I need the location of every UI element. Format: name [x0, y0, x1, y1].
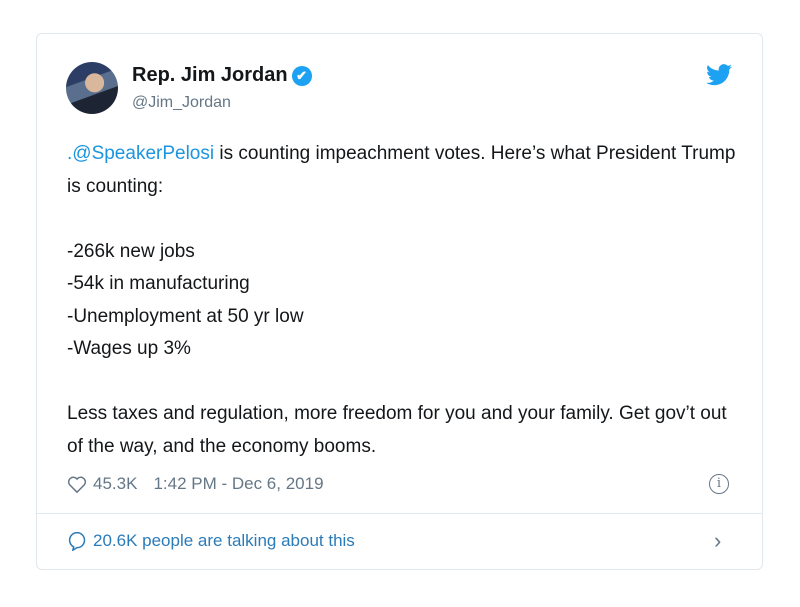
info-icon[interactable]: i — [709, 474, 729, 494]
verified-badge-icon: ✔ — [291, 66, 312, 86]
speech-bubble-icon — [68, 531, 86, 551]
tweet-text: .@SpeakerPelosi is counting impeachment … — [67, 143, 736, 457]
divider — [37, 513, 762, 514]
heart-icon[interactable] — [67, 475, 87, 493]
twitter-bird-icon[interactable] — [706, 64, 732, 86]
timestamp[interactable]: 1:42 PM - Dec 6, 2019 — [153, 474, 324, 493]
tweet-card — [36, 33, 763, 570]
avatar[interactable] — [66, 62, 118, 114]
like-count[interactable]: 45.3K — [93, 474, 138, 493]
author-handle[interactable]: @Jim_Jordan — [132, 94, 231, 111]
chevron-right-icon[interactable]: › — [714, 528, 722, 553]
mention-link[interactable]: .@SpeakerPelosi — [67, 143, 215, 164]
tweet-footer: 45.3K 1:42 PM - Dec 6, 2019 — [67, 474, 324, 494]
conversation-link[interactable]: 20.6K people are talking about this — [67, 531, 355, 551]
author-name[interactable]: Rep. Jim Jordan ✔ — [132, 64, 312, 87]
